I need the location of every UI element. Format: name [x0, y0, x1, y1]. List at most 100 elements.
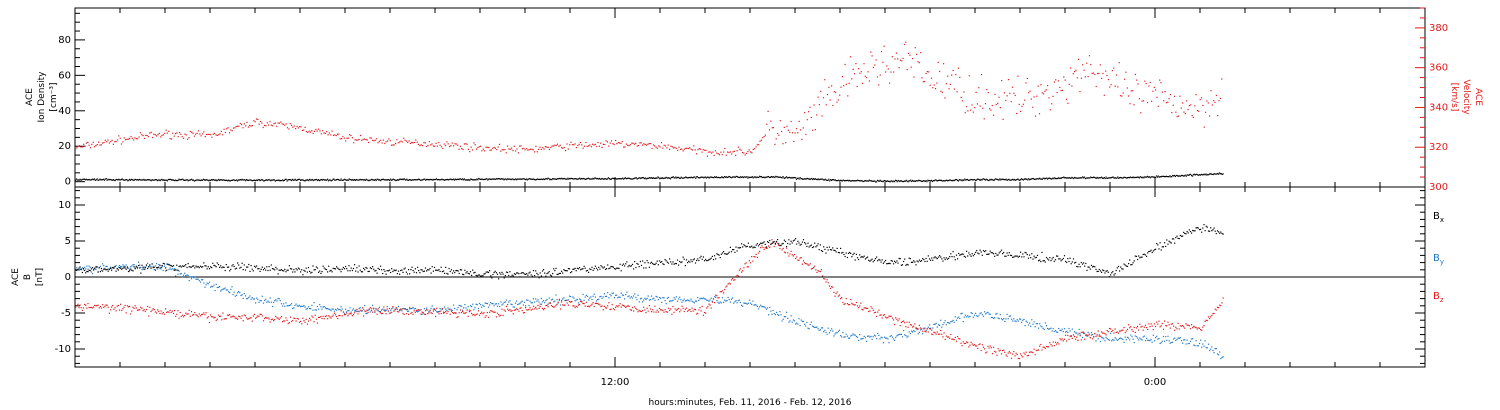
- bz-point: [940, 329, 942, 331]
- density-point: [235, 179, 237, 182]
- by-point: [417, 311, 419, 313]
- bx-point: [414, 268, 416, 270]
- bx-point: [849, 251, 851, 254]
- density-point: [123, 179, 125, 181]
- by-point: [514, 302, 517, 304]
- top-left-tick-label: 40: [58, 106, 71, 117]
- density-point: [232, 179, 234, 181]
- by-point: [140, 266, 142, 268]
- density-point: [210, 179, 212, 182]
- density-point: [544, 178, 546, 180]
- bx-point: [231, 265, 233, 267]
- density-point: [876, 179, 879, 181]
- density-point: [562, 178, 564, 180]
- bx-point: [460, 269, 463, 271]
- by-point: [1133, 342, 1135, 344]
- bz-point: [948, 336, 950, 338]
- bz-point: [808, 264, 810, 266]
- bz-point: [554, 306, 556, 308]
- velocity-point: [443, 143, 445, 145]
- velocity-point: [804, 112, 806, 114]
- density-point: [1020, 179, 1022, 181]
- velocity-point: [473, 142, 475, 144]
- density-point: [374, 178, 376, 181]
- velocity-point: [125, 139, 127, 141]
- density-point: [821, 178, 823, 180]
- velocity-point: [1102, 72, 1104, 75]
- velocity-point: [805, 133, 807, 136]
- by-point: [1177, 337, 1179, 339]
- velocity-point: [1049, 109, 1051, 111]
- velocity-point: [1032, 106, 1034, 108]
- density-point: [1066, 177, 1068, 179]
- by-point: [117, 266, 119, 268]
- bx-point: [707, 259, 709, 262]
- density-point: [104, 178, 106, 180]
- velocity-point: [309, 131, 312, 133]
- density-point: [163, 179, 165, 181]
- bz-point: [414, 311, 416, 313]
- by-point: [1210, 348, 1212, 350]
- bx-point: [373, 268, 375, 270]
- velocity-point: [416, 141, 418, 143]
- bx-point: [342, 266, 344, 269]
- bz-point: [486, 312, 488, 314]
- bz-point: [327, 318, 329, 320]
- bz-point: [913, 325, 915, 327]
- bz-point: [986, 351, 988, 353]
- by-point: [977, 316, 979, 318]
- density-point: [1117, 176, 1119, 178]
- bz-point: [681, 305, 683, 307]
- velocity-point: [775, 138, 777, 140]
- by-point: [741, 304, 743, 306]
- bx-point: [870, 259, 872, 261]
- density-point: [324, 179, 326, 181]
- bz-point: [584, 305, 586, 307]
- bz-point: [75, 306, 77, 309]
- density-point: [408, 179, 411, 181]
- bz-point: [743, 267, 745, 269]
- velocity-point: [907, 52, 910, 54]
- density-point: [175, 179, 177, 182]
- velocity-point: [166, 132, 168, 134]
- bz-point: [350, 313, 352, 315]
- by-point: [1054, 330, 1057, 332]
- velocity-point: [855, 63, 857, 65]
- bx-point: [835, 251, 837, 253]
- density-point: [1126, 177, 1128, 179]
- velocity-point: [1007, 79, 1010, 81]
- by-point: [187, 274, 189, 276]
- bx-point: [787, 242, 789, 245]
- bx-point: [527, 274, 529, 276]
- density-point: [723, 177, 725, 179]
- density-point: [679, 177, 681, 179]
- bz-point: [140, 306, 142, 308]
- bx-point: [613, 268, 616, 270]
- density-point: [142, 179, 144, 181]
- by-point: [573, 297, 575, 299]
- bz-point: [853, 304, 855, 306]
- velocity-point: [342, 135, 344, 138]
- velocity-point: [1190, 104, 1192, 106]
- bx-point: [472, 269, 474, 271]
- by-point: [147, 262, 149, 264]
- bz-point: [516, 308, 518, 310]
- density-point: [988, 179, 990, 181]
- density-point: [805, 178, 807, 180]
- density-point: [858, 180, 861, 182]
- by-point: [102, 263, 104, 265]
- by-point: [763, 306, 765, 308]
- bz-point: [710, 307, 712, 309]
- velocity-point: [1025, 82, 1027, 84]
- bx-point: [129, 270, 131, 272]
- bx-point: [360, 271, 362, 273]
- by-point: [1158, 337, 1160, 340]
- bz-point: [580, 300, 582, 302]
- density-point: [640, 177, 642, 180]
- bz-point: [468, 311, 470, 313]
- bz-point: [334, 314, 337, 316]
- density-point: [974, 179, 976, 181]
- by-point: [104, 267, 106, 269]
- velocity-point: [351, 137, 353, 139]
- by-point: [276, 300, 278, 302]
